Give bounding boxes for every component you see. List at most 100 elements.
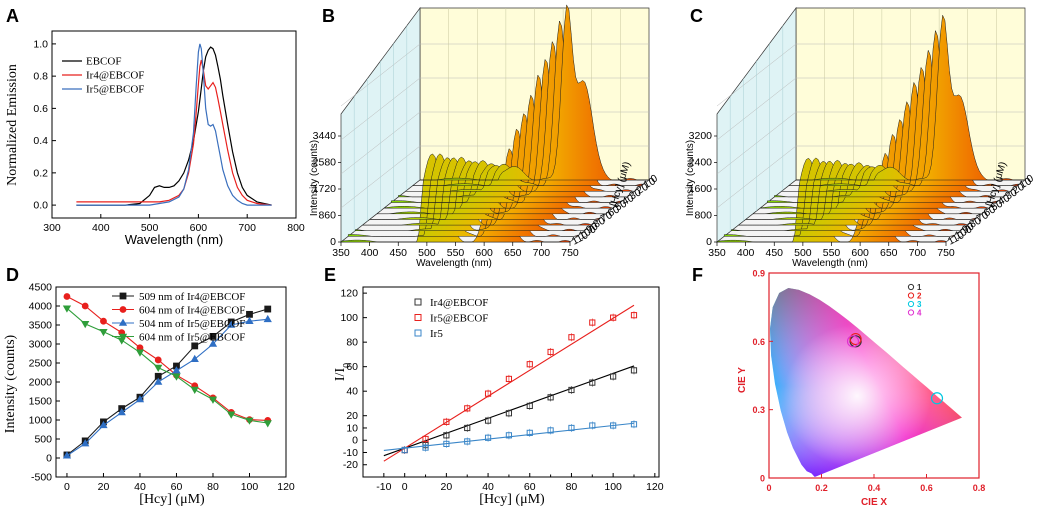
z-tick-label: 0 — [649, 172, 660, 185]
data-point-d — [99, 329, 108, 337]
panel-e: E -10 0 20 40 60 80 100 120-20-1001020406080100… — [324, 265, 664, 507]
x-tick-label-f: 0.4 — [868, 483, 881, 493]
x-tick-label: 400 — [361, 247, 379, 259]
x-tick-label-f: 0 — [766, 483, 771, 493]
y-tick-label-d: 1500 — [29, 396, 53, 408]
x-tick-label-f: 0.6 — [920, 483, 933, 493]
x-tick-label: 550 — [447, 247, 465, 259]
y-tick-label: 860 — [318, 210, 336, 222]
y-tick-label-e: 120 — [340, 288, 358, 300]
x-tick-label: 500 — [794, 247, 812, 259]
legend-marker-d — [118, 318, 128, 326]
data-point-d — [263, 420, 272, 428]
data-point-d — [263, 314, 272, 323]
x-tick-label-e: 60 — [524, 481, 536, 493]
legend-label-f: 1 — [917, 283, 922, 292]
y-tick-label-d: 3500 — [29, 320, 53, 332]
data-point-d — [209, 332, 217, 340]
data-point-d — [135, 349, 145, 357]
y-tick-label-e: 60 — [346, 361, 358, 373]
y-axis-label-f: CIE Y — [737, 367, 748, 393]
x-tick-label-d: 20 — [98, 481, 110, 493]
x-tick-label-d: 100 — [241, 481, 259, 493]
legend-label-d: 604 nm of Ir4@EBCOF — [139, 305, 245, 317]
x-tick-label-e: 80 — [566, 481, 578, 493]
y-tick-label: 800 — [694, 210, 712, 222]
series-d — [62, 293, 272, 459]
y-tick-label-d: 2000 — [29, 377, 53, 389]
x-tick-label: 750 — [561, 247, 579, 259]
z-tick-label: 50 — [613, 198, 629, 214]
spectrum-trace-0 — [420, 4, 649, 181]
data-point-d — [62, 451, 72, 459]
y-tick-label-f: 0 — [760, 474, 765, 484]
x-tick-label-a: 500 — [141, 222, 159, 234]
cie-point-2 — [849, 332, 862, 346]
x-tick-label: 650 — [504, 247, 522, 259]
plot-frame-e — [362, 286, 660, 478]
legend-marker-e — [414, 298, 422, 306]
x-tick-label-e: 100 — [604, 481, 622, 493]
y-tick-label: 1720 — [313, 183, 337, 195]
y-tick-label: 0 — [330, 236, 336, 248]
legend-marker-d — [119, 306, 127, 313]
legend-a: EBCOF Ir4@EBCOF Ir5@EBCOF — [62, 56, 144, 96]
y-axis-label-a: Normalized Emission — [5, 64, 20, 186]
y-tick-label-a: 0.6 — [33, 103, 48, 115]
cie-points — [846, 332, 944, 405]
data-point-d — [172, 366, 181, 374]
y-tick-label-a: 0.4 — [33, 135, 48, 147]
y-tick-label: 3200 — [689, 130, 713, 142]
x-tick-label-a: 600 — [190, 222, 208, 234]
legend-marker-e — [414, 329, 422, 337]
legend-label-a: Ir5@EBCOF — [86, 84, 144, 96]
x-tick-label: 350 — [708, 247, 726, 259]
panel-b: B 350 400 450 500 550 600 650 700 75008601720258… — [309, 4, 660, 269]
panel-label-e: E — [324, 265, 336, 285]
axis-ticks-a: 300 400 500 600 700 800 0.0 0.2 0.4 0.6 0.8 1.0 — [33, 38, 305, 234]
legend-label-d: 604 nm of Ir5@EBCOF — [139, 332, 245, 344]
x-tick-label: 400 — [737, 247, 755, 259]
x-tick-label: 350 — [332, 247, 350, 259]
x-axis-label-a: Wavelength (nm) — [125, 232, 224, 247]
x-tick-label-a: 300 — [43, 222, 61, 234]
data-point-d — [208, 396, 218, 404]
y-tick-label: 1600 — [689, 183, 713, 195]
data-point-d — [99, 420, 108, 429]
y-tick-label-e: -20 — [343, 459, 358, 471]
z-tick-label: 40 — [620, 192, 636, 208]
panel-d: D 0 20 40 60 80 100 120 -500 0 500 1000 1500 2000 250… — [3, 265, 295, 507]
x-tick-label: 600 — [851, 247, 869, 259]
x-tick-label-e: 120 — [646, 481, 664, 493]
z-tick-label: 70 — [975, 209, 991, 225]
data-point-d — [246, 310, 253, 318]
z-tick-label: 40 — [996, 192, 1012, 208]
x-axis-label-d: [Hcy] (μM) — [139, 492, 205, 507]
data-point-d — [62, 305, 72, 313]
x-tick-label: 500 — [418, 247, 436, 259]
y-tick-label-e: 40 — [346, 386, 358, 398]
legend-e: Ir4@EBCOF Ir5@EBCOF Ir5 — [414, 297, 488, 340]
data-point-d — [190, 386, 199, 395]
legend-label-a: Ir4@EBCOF — [86, 70, 144, 82]
data-point-d — [245, 316, 254, 325]
z-tick-label: 10 — [642, 175, 658, 191]
z-tick-label: 50 — [989, 198, 1005, 214]
y-axis-label-c: Intensity (counts) — [685, 140, 696, 216]
y-tick-label-d: 0 — [46, 453, 52, 465]
y-tick-label-e: 80 — [346, 337, 358, 349]
legend-label-f: 2 — [917, 292, 922, 301]
axis-ticks-e: -10 0 20 40 60 80 100 120-20-100102040608010012… — [340, 288, 663, 493]
x-axis-label-c: Wavelength (nm) — [792, 258, 868, 269]
panel-a: A 300 400 500 600 700 800 0.0 0.2 0.4 0.6 0.8 1.0 E… — [5, 6, 305, 247]
y-tick-label-d: 3000 — [29, 339, 53, 351]
y-tick-label-e: 20 — [346, 410, 358, 422]
x-tick-label-f: 0.8 — [973, 483, 986, 493]
panel-label-c: C — [690, 6, 703, 26]
y-tick-label-f: 0.9 — [752, 269, 765, 279]
y-tick-label-a: 0.8 — [33, 71, 48, 83]
data-point-d — [264, 305, 272, 313]
